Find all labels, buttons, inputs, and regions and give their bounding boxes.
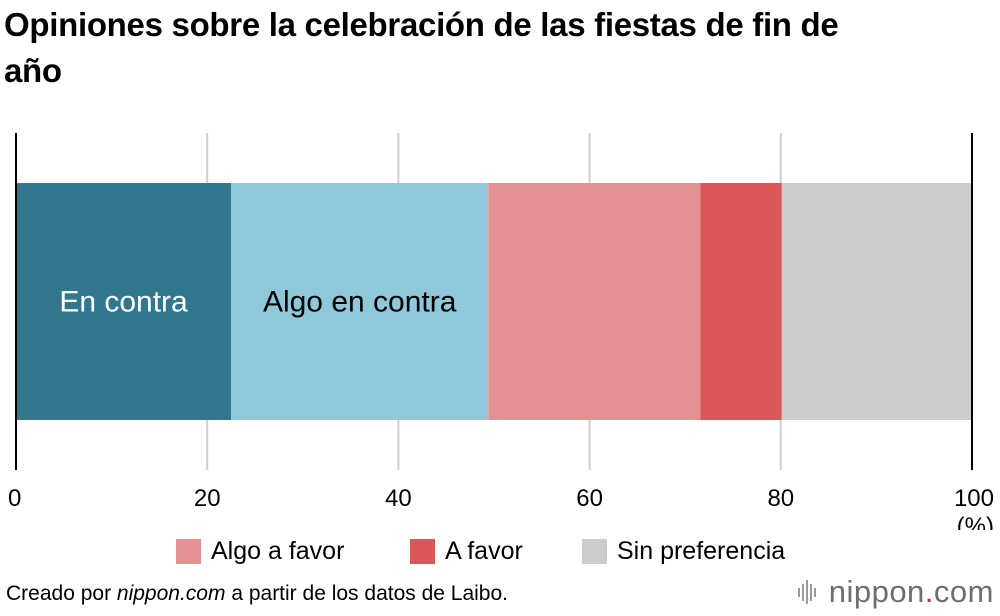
logo-name: nippon (828, 574, 925, 609)
source-suffix: a partir de los datos de Laibo. (225, 582, 508, 605)
legend-swatch-algo-a-favor (176, 538, 201, 564)
source-note: Creado por nippon.com a partir de los da… (6, 582, 508, 606)
legend-swatch-a-favor (410, 538, 435, 564)
logo-tld: com (933, 574, 994, 609)
logo-bars-icon (797, 580, 816, 604)
bar-segment-algo-a-favor (488, 183, 701, 420)
x-axis-unit-label: (%) (957, 513, 994, 530)
x-tick-label-100: 100 (954, 485, 994, 512)
bar-segment-sin-preferencia (781, 183, 972, 420)
logo-dot: . (924, 574, 934, 609)
logo-text: nippon.com (829, 574, 994, 610)
legend-label-a-favor: A favor (445, 536, 523, 565)
x-tick-label-20: 20 (194, 485, 221, 512)
nippon-logo: nippon.com (797, 572, 994, 612)
legend-item-algo-a-favor: Algo a favor (176, 533, 344, 569)
bar-segment-algo-en-contra (231, 183, 489, 420)
segment-label-algo-en-contra: Algo en contra (263, 286, 457, 319)
x-tick-label-80: 80 (767, 485, 794, 512)
legend: Algo a favor A favor Sin preferencia (0, 533, 1000, 569)
x-tick-label-40: 40 (385, 485, 412, 512)
legend-item-a-favor: A favor (410, 533, 523, 569)
legend-swatch-sin-preferencia (582, 538, 607, 564)
legend-item-sin-preferencia: Sin preferencia (582, 533, 785, 569)
segment-label-en-contra: En contra (59, 286, 188, 319)
bar-segment-a-favor (700, 183, 782, 420)
legend-label-algo-a-favor: Algo a favor (211, 536, 345, 565)
x-tick-label-0: 0 (8, 485, 21, 512)
stacked-bar-chart: En contra Algo en contra 0 20 40 60 80 100(%) (8, 133, 994, 530)
chart-title: Opiniones sobre la celebración de las fi… (4, 6, 839, 89)
x-tick-label-60: 60 (576, 485, 603, 512)
source-site: nippon.com (116, 582, 226, 605)
legend-label-sin-preferencia: Sin preferencia (617, 536, 786, 565)
source-prefix: Creado por (6, 582, 117, 605)
bar-segment-en-contra (16, 183, 232, 420)
